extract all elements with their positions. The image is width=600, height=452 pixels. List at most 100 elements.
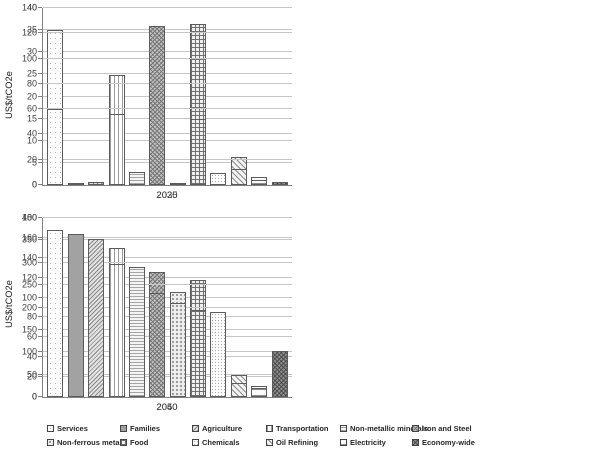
y-tick-mark [38, 133, 42, 135]
legend-row: Services Families Agriculture Transportatio… [47, 422, 600, 435]
bar-chemicals [210, 311, 227, 397]
gridline [43, 284, 292, 286]
gridline [43, 356, 292, 358]
gridline [43, 139, 292, 141]
legend-swatch-icon [120, 425, 127, 432]
y-tick-label: 400 [21, 212, 37, 223]
y-tick-label: 200 [21, 302, 37, 312]
y-tick-mark [38, 284, 42, 286]
legend-swatch-icon [340, 425, 347, 432]
gridline [43, 32, 292, 34]
y-tick-mark [38, 57, 42, 59]
gridline [43, 261, 292, 263]
legend-label: Economy-wide [422, 438, 475, 447]
legend-item-food: Food [120, 436, 192, 449]
legend-label: Agriculture [202, 424, 243, 433]
y-tick-label: 120 [21, 272, 37, 283]
y-tick-mark [38, 296, 42, 298]
y-tick-mark [38, 117, 42, 119]
y-tick-mark [38, 356, 42, 358]
gridline [43, 161, 292, 163]
y-tick-mark [38, 336, 42, 338]
gridline [43, 328, 292, 330]
bar-nonmetallic [128, 267, 145, 397]
bar-services [47, 109, 64, 185]
y-tick-label: 20 [26, 154, 37, 165]
chart-panel-2050: US$/tCO2e 0 50 100 150 200 250 300 350 400 2050 [0, 206, 300, 418]
bars-group [43, 8, 292, 185]
y-tick-label: 5 [31, 157, 37, 168]
y-tick-label: 20 [26, 91, 37, 101]
legend-swatch-icon [47, 439, 54, 446]
chart-legend: Services Families Agriculture Transportatio… [0, 420, 600, 452]
y-tick-mark [38, 158, 42, 160]
legend-label: Oil Refining [276, 438, 319, 447]
y-tick-label: 0 [31, 179, 37, 190]
gridline [43, 217, 292, 218]
y-tick-label: 250 [21, 279, 37, 290]
y-tick-label: 150 [21, 324, 37, 335]
gridline [43, 108, 292, 110]
y-tick-mark [38, 29, 42, 31]
legend-label: Non-ferrous metals [57, 438, 126, 447]
legend-item-services: Services [47, 422, 120, 435]
y-tick-label: 30 [26, 46, 37, 57]
y-tick-label: 60 [26, 331, 37, 342]
legend-swatch-icon [412, 439, 419, 446]
x-axis-label-2025: 2025 [156, 190, 178, 201]
y-tick-label: 100 [21, 346, 37, 357]
y-tick-mark [38, 396, 42, 397]
x-axis-label-2050: 2050 [156, 402, 178, 413]
bar-agriculture [88, 182, 105, 185]
y-tick-label: 40 [26, 128, 37, 139]
legend-label: Electricity [350, 438, 386, 447]
gridline [43, 296, 292, 298]
legend-item-chemicals: Chemicals [192, 436, 266, 449]
y-tick-label: 140 [21, 252, 37, 263]
y-tick-mark [38, 373, 42, 375]
y-tick-label: 20 [26, 371, 37, 382]
gridline [43, 276, 292, 278]
gridline [43, 256, 292, 258]
bar-chemicals [210, 173, 227, 185]
legend-item-families: Families [120, 422, 192, 435]
gridline [43, 95, 292, 97]
y-tick-label: 180 [21, 212, 37, 223]
legend-item-nonmetallic: Non-metallic minerals [340, 422, 428, 435]
y-tick-label: 0 [31, 179, 37, 190]
gridline [43, 239, 292, 241]
y-tick-label: 35 [26, 24, 37, 35]
y-tick-mark [38, 276, 42, 278]
y-tick-mark [38, 184, 42, 185]
legend-label: Chemicals [202, 438, 240, 447]
y-tick-label: 0 [31, 391, 37, 402]
bar-families [67, 234, 84, 397]
gridline [43, 133, 292, 135]
gridline [43, 73, 292, 75]
y-tick-mark [38, 32, 42, 34]
bar-ironsteel [149, 292, 166, 397]
y-tick-label: 25 [26, 68, 37, 79]
y-tick-mark [38, 95, 42, 97]
legend-label: Food [130, 438, 149, 447]
y-tick-label: 40 [26, 2, 37, 13]
bar-food [190, 310, 206, 397]
bar-nonferrous [169, 303, 186, 397]
y-tick-mark [38, 82, 42, 84]
legend-label: Iron and Steel [422, 424, 472, 433]
legend-swatch-icon [192, 439, 199, 446]
y-tick-mark [38, 7, 42, 8]
legend-label: Non-metallic minerals [350, 424, 428, 433]
y-tick-label: 15 [26, 113, 37, 124]
bar-economywide [271, 350, 288, 397]
bar-oilrefining [230, 169, 247, 185]
plot-area-2030: 0 20 40 60 80 100 120 140 [22, 3, 292, 189]
bar-food [190, 119, 206, 185]
legend-item-agriculture: Agriculture [192, 422, 266, 435]
y-tick-label: 60 [26, 103, 37, 114]
gridline [43, 316, 292, 318]
bar-electricity [251, 179, 268, 185]
gridline [43, 51, 292, 53]
legend-item-electricity: Electricity [340, 436, 412, 449]
